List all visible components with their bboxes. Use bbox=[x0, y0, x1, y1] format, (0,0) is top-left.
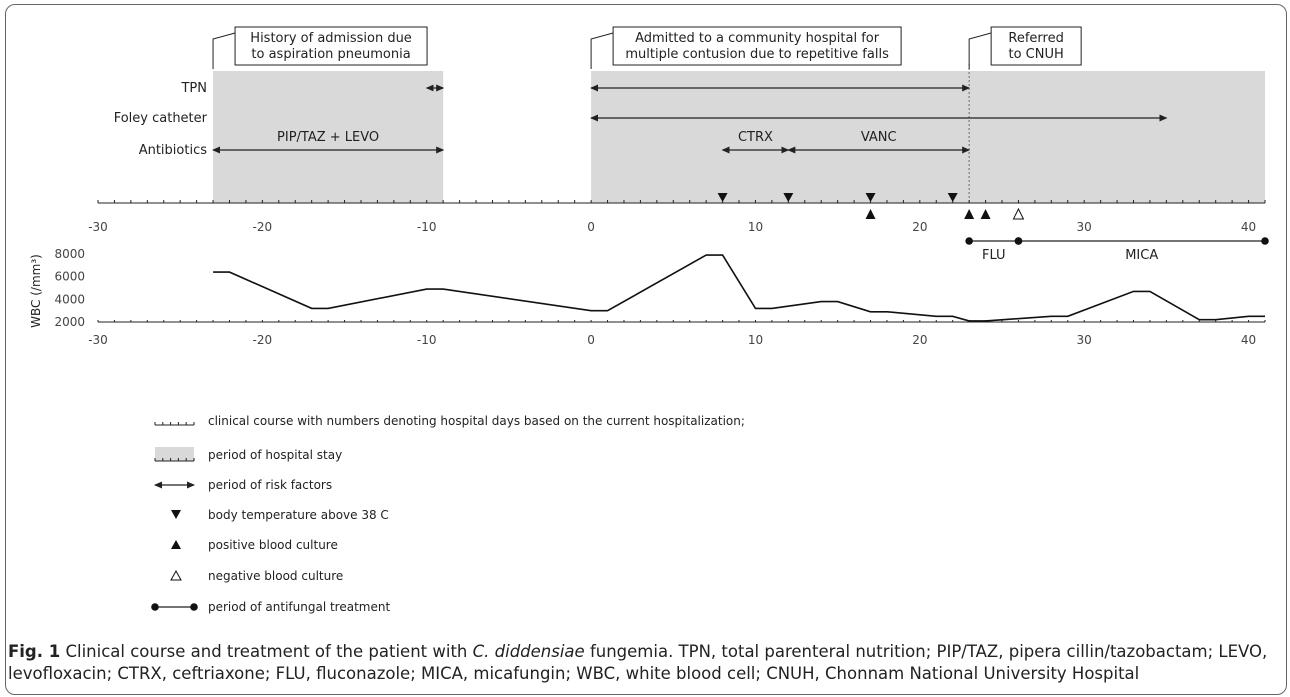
callout-leader-1 bbox=[590, 32, 614, 69]
negative-culture-marker bbox=[1012, 207, 1025, 220]
row-label-1: Foley catheter bbox=[114, 111, 208, 126]
positive-culture-marker bbox=[980, 209, 991, 219]
legend-item-fever: body temperature above 38 C bbox=[171, 508, 389, 522]
legend-symbol-stay bbox=[155, 447, 194, 461]
timeline-tick-label: 30 bbox=[1077, 220, 1092, 234]
timeline-tick-label: 0 bbox=[587, 220, 595, 234]
callout-text-2-0: Referred bbox=[1008, 31, 1063, 46]
callout-text-1-1: multiple contusion due to repetitive fal… bbox=[625, 47, 889, 62]
timeline-tick-label: 10 bbox=[748, 220, 763, 234]
wbc-x-tick-label: -30 bbox=[88, 333, 108, 347]
wbc-y-axis-label: WBC (/mm³) bbox=[29, 254, 43, 328]
hospital-stay-0 bbox=[213, 71, 444, 203]
antifungal-dot bbox=[1014, 237, 1023, 245]
legend-dot bbox=[151, 603, 159, 611]
legend-symbol-negative bbox=[170, 569, 182, 581]
wbc-x-tick-label: 0 bbox=[587, 333, 595, 347]
legend-symbol-fever bbox=[171, 510, 181, 519]
antifungal-label-0: FLU bbox=[982, 248, 1006, 263]
callout-box-0 bbox=[234, 26, 428, 66]
wbc-x-tick-label: -20 bbox=[253, 333, 273, 347]
legend-item-arrow: period of risk factors bbox=[154, 478, 332, 492]
legend-text: positive blood culture bbox=[208, 538, 338, 552]
wbc-x-tick-label: 30 bbox=[1077, 333, 1092, 347]
legend-item-antifungal: period of antifungal treatment bbox=[151, 600, 390, 614]
caption-text-1: Clinical course and treatment of the pat… bbox=[60, 642, 473, 661]
risk-label-2-1: CTRX bbox=[738, 130, 773, 145]
fever-marker bbox=[865, 193, 876, 202]
callout-1: Admitted to a community hospital formult… bbox=[590, 26, 902, 69]
wbc-x-tick-label: 20 bbox=[912, 333, 927, 347]
callout-box-1 bbox=[612, 26, 902, 66]
legend-dot bbox=[190, 603, 198, 611]
caption-text-2: fungemia. TPN, total parenteral nutritio… bbox=[8, 642, 1268, 683]
timeline-tick-label: -10 bbox=[417, 220, 437, 234]
callout-text-2-1: to CNUH bbox=[1009, 47, 1064, 62]
legend-item-positive: positive blood culture bbox=[171, 538, 338, 552]
callout-box-2 bbox=[990, 26, 1082, 66]
legend-item-negative: negative blood culture bbox=[170, 569, 343, 583]
figure-frame bbox=[5, 4, 1287, 695]
caption-organism: C. diddensiae bbox=[472, 642, 585, 661]
callout-leader-0 bbox=[212, 32, 236, 69]
positive-culture-marker bbox=[865, 209, 876, 219]
callout-text-0-0: History of admission due bbox=[250, 31, 412, 46]
legend-text: negative blood culture bbox=[208, 569, 343, 583]
wbc-x-tick-label: 10 bbox=[748, 333, 763, 347]
row-label-0: TPN bbox=[180, 81, 207, 96]
wbc-y-tick-label: 6000 bbox=[54, 270, 85, 284]
legend-text: period of risk factors bbox=[208, 478, 332, 492]
row-label-2: Antibiotics bbox=[139, 143, 208, 158]
antifungal-label-1: MICA bbox=[1125, 248, 1158, 263]
legend-item-ticks: clinical course with numbers denoting ho… bbox=[154, 414, 745, 428]
antifungal-dot bbox=[965, 237, 973, 245]
fever-marker bbox=[717, 193, 728, 202]
timeline-tick-label: -20 bbox=[253, 220, 273, 234]
timeline-tick-label: -30 bbox=[88, 220, 108, 234]
legend-item-stay: period of hospital stay bbox=[154, 447, 342, 462]
antifungal-dot bbox=[1261, 237, 1269, 245]
caption-label: Fig. 1 bbox=[8, 642, 61, 661]
wbc-y-tick-label: 8000 bbox=[54, 247, 85, 261]
figure-caption: Fig. 1 Clinical course and treatment of … bbox=[8, 641, 1278, 685]
fever-marker bbox=[947, 193, 958, 202]
timeline-tick-label: 40 bbox=[1241, 220, 1256, 234]
risk-label-2-0: PIP/TAZ + LEVO bbox=[277, 130, 379, 145]
wbc-line bbox=[213, 254, 1265, 322]
legend-text: period of antifungal treatment bbox=[208, 600, 390, 614]
positive-culture-marker bbox=[964, 209, 975, 219]
legend-text: clinical course with numbers denoting ho… bbox=[208, 414, 745, 428]
timeline-tick-label: 20 bbox=[912, 220, 927, 234]
wbc-x-tick-label: 40 bbox=[1241, 333, 1256, 347]
legend-text: period of hospital stay bbox=[208, 448, 342, 462]
wbc-y-tick-label: 4000 bbox=[54, 292, 85, 306]
hospital-stay-1 bbox=[591, 71, 1265, 203]
wbc-x-tick-label: -10 bbox=[417, 333, 437, 347]
risk-label-2-2: VANC bbox=[861, 130, 897, 145]
fever-marker bbox=[783, 193, 794, 202]
legend-text: body temperature above 38 C bbox=[208, 508, 389, 522]
callout-text-0-1: to aspiration pneumonia bbox=[251, 47, 410, 62]
legend-symbol-positive bbox=[171, 540, 181, 549]
wbc-y-tick-label: 2000 bbox=[54, 315, 85, 329]
callout-text-1-0: Admitted to a community hospital for bbox=[635, 31, 880, 46]
callout-leader-2 bbox=[968, 32, 992, 69]
